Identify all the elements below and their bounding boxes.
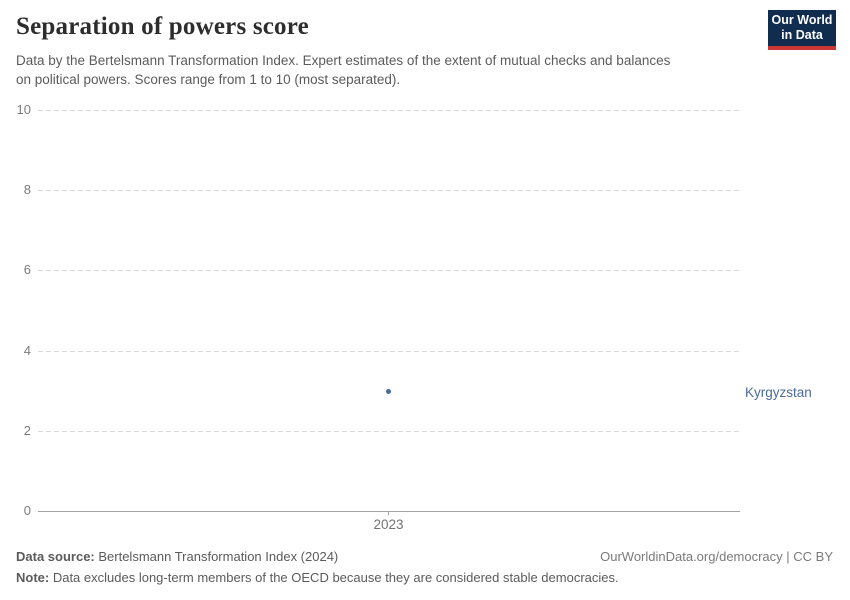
gridline-6 [38, 270, 740, 271]
chart-subtitle-line-1: Data by the Bertelsmann Transformation I… [16, 53, 671, 68]
data-point-kyrgyzstan-2023[interactable] [386, 389, 391, 394]
gridline-8 [38, 190, 740, 191]
data-source-text: Bertelsmann Transformation Index (2024) [94, 549, 339, 564]
ytick-label-4: 4 [23, 343, 31, 358]
note-text: Data excludes long-term members of the O… [49, 570, 619, 585]
note-label: Note: [16, 570, 50, 585]
note-line: Note: Data excludes long-term members of… [16, 570, 619, 585]
ytick-label-6: 6 [23, 262, 31, 277]
owid-logo[interactable]: Our World in Data [768, 10, 836, 50]
chart-subtitle-line-2: on political powers. Scores range from 1… [16, 72, 401, 87]
entity-label-kyrgyzstan[interactable]: Kyrgyzstan [745, 385, 812, 400]
ytick-label-10: 10 [16, 102, 31, 117]
owid-logo-line-1: Our World [771, 13, 833, 27]
ytick-label-0: 0 [23, 503, 31, 518]
gridline-4 [38, 351, 740, 352]
ytick-label-8: 8 [23, 182, 31, 197]
attribution-link[interactable]: OurWorldinData.org/democracy | CC BY [600, 549, 833, 564]
chart-title: Separation of powers score [16, 13, 309, 40]
owid-logo-line-2: in Data [781, 28, 823, 42]
x-axis-line [38, 511, 740, 512]
gridline-2 [38, 431, 740, 432]
data-source-label: Data source: [16, 549, 95, 564]
data-source-line: Data source: Bertelsmann Transformation … [16, 549, 338, 564]
xtick-mark-2023 [388, 511, 389, 515]
xtick-label-2023: 2023 [373, 517, 404, 532]
gridline-10 [38, 110, 740, 111]
ytick-label-2: 2 [23, 423, 31, 438]
